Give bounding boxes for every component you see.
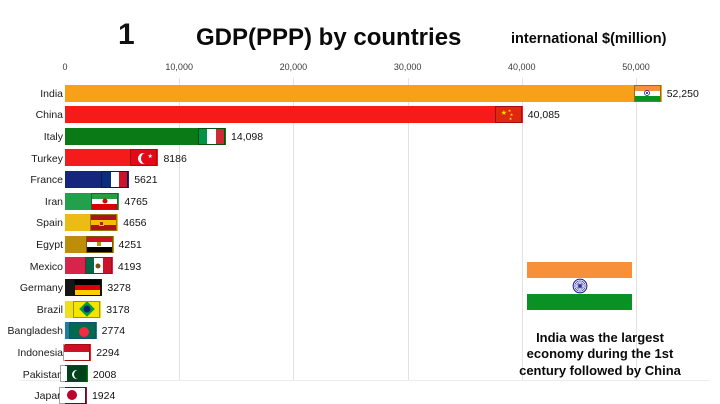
x-axis-tick-label: 20,000 [279, 62, 308, 72]
chart-unit-label: international $(million) [511, 31, 667, 47]
bar-country-label: Spain [36, 217, 63, 230]
bar-value-label: 2774 [101, 325, 126, 338]
turkey-flag: ★ [130, 149, 158, 167]
bar-value-label: 4656 [123, 217, 147, 230]
annotation-line-2: economy during the 1st [526, 346, 674, 362]
gridline [179, 78, 181, 380]
iran-flag [91, 192, 119, 210]
ashoka-chakra-icon [572, 278, 587, 294]
india-flag [633, 84, 661, 102]
france-flag [101, 170, 129, 188]
page-title: GDP(PPP) by countries [196, 24, 462, 51]
gridline [407, 78, 409, 380]
bar [65, 84, 662, 102]
germany-flag [74, 278, 102, 296]
italy-flag [197, 127, 225, 145]
bar-row: Egypt 4251 [0, 234, 720, 256]
bar-row: Brazil 3178 [0, 299, 720, 321]
bangladesh-flag [68, 322, 96, 340]
x-axis-tick-label: 40,000 [508, 62, 536, 72]
bar-row: Germany 3278 [0, 277, 720, 299]
gridline [521, 78, 523, 380]
flag-band-saffron [527, 262, 632, 278]
flag-band-green [527, 294, 632, 310]
bar-row: France 5621 [0, 169, 720, 191]
bar-value-label: 8186 [163, 152, 187, 165]
bar-row: Turkey ★ 8186 [0, 148, 720, 170]
japan-flag [58, 386, 86, 404]
annotation-text: India was the largest economy during the… [488, 330, 712, 379]
bar [65, 127, 226, 145]
bar-row: India 52,250 [0, 83, 720, 105]
x-axis-tick-label: 10,000 [165, 62, 193, 72]
gridline [636, 78, 637, 380]
x-axis-tick-label: 30,000 [393, 62, 422, 72]
bar-value-label: 1924 [91, 390, 116, 403]
bar-value-label: 5621 [134, 174, 158, 187]
bar-country-label: India [40, 87, 63, 100]
bar-value-label: 4765 [124, 195, 148, 208]
annotation-line-1: India was the largest [536, 330, 664, 345]
china-flag: ★ ★ ★ ★ [494, 106, 522, 124]
bar-row: Italy 14,098 [0, 126, 720, 148]
bar-country-label: Egypt [36, 238, 63, 251]
bar-country-label: Mexico [29, 260, 63, 273]
axis-baseline [20, 380, 710, 381]
bar-country-label: Italy [43, 130, 63, 143]
bar-value-label: 52,250 [666, 87, 699, 100]
bar-value-label: 4193 [117, 260, 142, 273]
x-axis-tick-label: 50,000 [622, 62, 650, 72]
bar-row: Iran 4765 [0, 191, 720, 213]
bar-row: Pakistan 2008 [0, 364, 720, 386]
pakistan-flag [59, 365, 87, 383]
bar-country-label: France [30, 174, 63, 187]
bar-value-label: 3278 [107, 282, 131, 295]
bar-row: Indonesia 2294 [0, 342, 720, 364]
bar-value-label: 40,085 [527, 109, 560, 122]
indonesia-flag [63, 343, 91, 361]
bar-country-label: Indonesia [17, 346, 63, 359]
brazil-flag [73, 300, 101, 318]
bar-country-label: Turkey [31, 152, 63, 165]
bar-country-label: China [35, 109, 63, 122]
bar-value-label: 2294 [96, 346, 120, 359]
annotation-line-3: century followed by China [519, 362, 681, 378]
bar-country-label: Japan [34, 390, 63, 403]
bar-row: Bangladesh 2774 [0, 321, 720, 343]
egypt-flag [85, 235, 113, 253]
bar-value-label: 14,098 [230, 130, 264, 143]
bar-row: Spain 4656 [0, 213, 720, 235]
mexico-flag [84, 257, 112, 275]
bar-row: Japan 1924 [0, 385, 720, 404]
bar-value-label: 4251 [118, 238, 142, 251]
bar-country-label: Iran [44, 195, 63, 208]
bar-country-label: Germany [19, 282, 63, 295]
year-counter: 1 [118, 18, 135, 51]
gridline [293, 78, 295, 380]
bar [65, 106, 523, 124]
bar-row: China ★ ★ ★ ★ 40,085 [0, 105, 720, 127]
spain-flag [90, 214, 118, 232]
bar-value-label: 3178 [106, 303, 130, 316]
bar-country-label: Brazil [36, 303, 63, 316]
bar-country-label: Pakistan [22, 368, 63, 381]
bar-row: Mexico 4193 [0, 256, 720, 278]
bar-country-label: Bangladesh [7, 325, 63, 338]
x-axis-tick-label: 0 [62, 62, 68, 72]
india-flag-graphic [527, 262, 632, 310]
bar-value-label: 2008 [92, 368, 117, 381]
